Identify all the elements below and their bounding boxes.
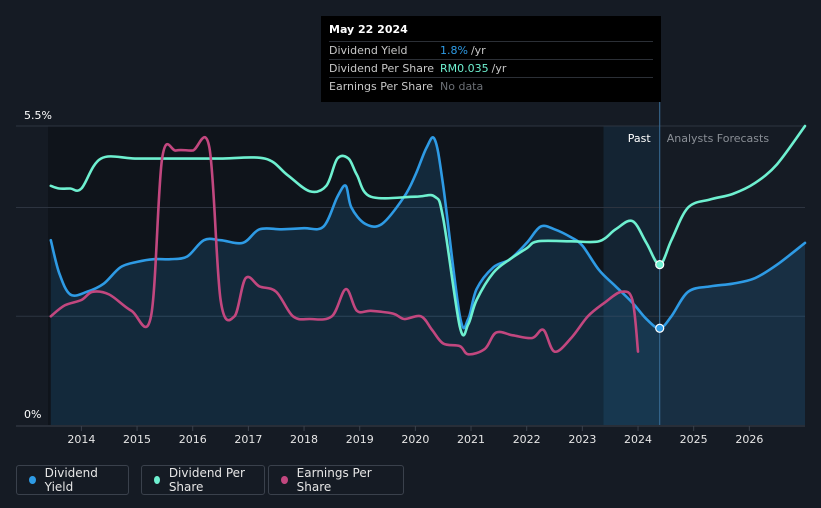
tooltip-row-earnings-per-share: Earnings Per Share No data	[329, 77, 653, 95]
x-tick-label: 2020	[401, 433, 429, 446]
x-tick-label: 2014	[67, 433, 95, 446]
dividend-per-share-today-marker	[655, 260, 665, 270]
tooltip-label: Dividend Yield	[329, 44, 408, 57]
tooltip-label: Earnings Per Share	[329, 80, 434, 93]
dividend-yield-area	[50, 137, 806, 425]
legend-dot-icon	[281, 476, 288, 484]
forecast-region-label: Analysts Forecasts	[667, 132, 770, 145]
x-tick-label: 2025	[680, 433, 708, 446]
x-tick-label: 2016	[179, 433, 207, 446]
x-tick-label: 2024	[624, 433, 652, 446]
legend-label: Earnings Per Share	[296, 466, 372, 494]
series-fills	[50, 137, 806, 425]
x-tick-label: 2022	[513, 433, 541, 446]
tooltip-row-dividend-yield: Dividend Yield 1.8%/yr	[329, 41, 653, 59]
series-lines	[49, 124, 807, 356]
past-highlight-region	[603, 126, 660, 425]
tooltip-value: 1.8%	[440, 44, 468, 57]
tooltip-row-dividend-per-share: Dividend Per Share RM0.035/yr	[329, 59, 653, 77]
x-tick-label: 2023	[568, 433, 596, 446]
past-region	[48, 126, 660, 425]
legend-earnings-per-share[interactable]: Earnings Per Share	[268, 465, 404, 495]
legend-dividend-yield[interactable]: Dividend Yield	[16, 465, 129, 495]
tooltip-label: Dividend Per Share	[329, 62, 435, 75]
x-tick-label: 2019	[346, 433, 374, 446]
y-axis-top-label: 5.5%	[24, 109, 52, 122]
legend-label: Dividend Per Share	[168, 466, 245, 494]
tooltip-unit: /yr	[470, 44, 486, 57]
earnings-per-share-line	[49, 136, 640, 356]
grid-lines	[16, 125, 805, 317]
tooltip-date: May 22 2024	[329, 23, 408, 36]
dividend-per-share-line	[49, 124, 807, 337]
legend-dividend-per-share[interactable]: Dividend Per Share	[141, 465, 265, 495]
today-markers	[655, 260, 665, 333]
legend-label: Dividend Yield	[44, 466, 98, 494]
tooltip-value: No data	[440, 80, 484, 93]
x-tick-label: 2017	[234, 433, 262, 446]
hover-tooltip: May 22 2024 Dividend Yield 1.8%/yr Divid…	[321, 16, 661, 102]
y-axis-bottom-label: 0%	[24, 408, 41, 421]
legend-dot-icon	[154, 476, 160, 484]
x-tick-label: 2026	[735, 433, 763, 446]
x-tick-label: 2015	[123, 433, 151, 446]
tooltip-unit: /yr	[491, 62, 507, 75]
dividend-yield-line	[49, 136, 807, 330]
dividend-yield-today-marker	[655, 323, 665, 333]
x-tick-label: 2021	[457, 433, 485, 446]
tooltip-value: RM0.035	[440, 62, 489, 75]
legend-dot-icon	[29, 476, 36, 484]
x-axis-ticks: 2014 2015 2016 2017 2018 2019 2020 2021 2022 2023…	[67, 426, 763, 446]
x-tick-label: 2018	[290, 433, 318, 446]
past-region-label: Past	[628, 132, 652, 145]
